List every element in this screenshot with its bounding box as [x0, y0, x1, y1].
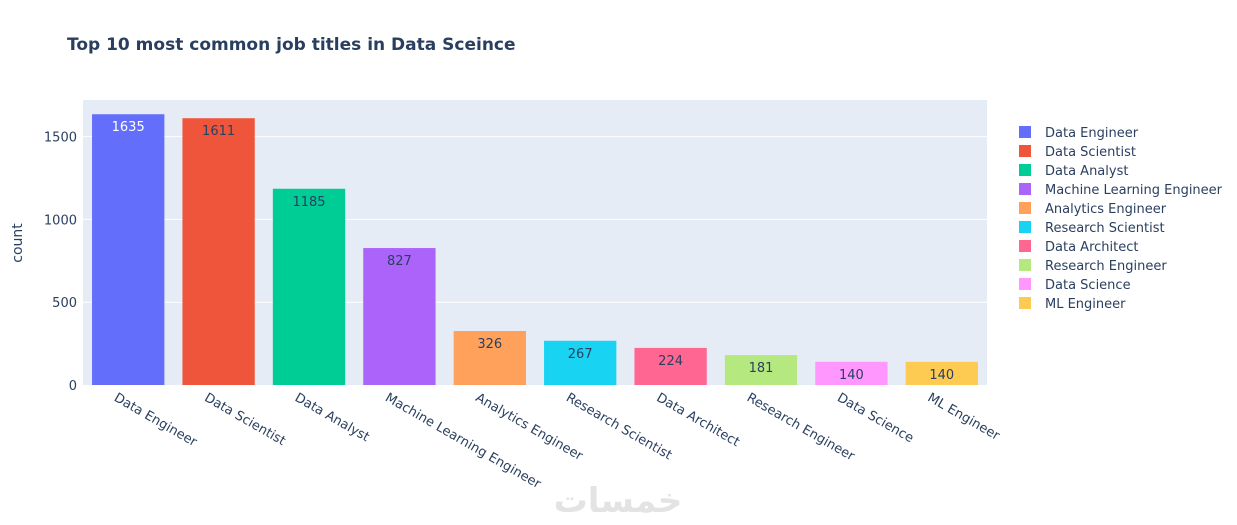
legend-item[interactable]: Machine Learning Engineer	[1019, 183, 1223, 198]
bar-value-label: 827	[387, 254, 412, 269]
legend-label: Machine Learning Engineer	[1045, 183, 1223, 198]
chart-title: Top 10 most common job titles in Data Sc…	[67, 35, 516, 55]
legend-label: Data Analyst	[1045, 164, 1128, 179]
bar-value-label: 1635	[112, 120, 145, 135]
watermark-logo: خمسات	[554, 481, 683, 521]
legend-item[interactable]: Data Scientist	[1019, 145, 1136, 160]
x-tick-label: Data Scientist	[202, 390, 288, 448]
legend-label: Data Science	[1045, 278, 1131, 293]
bar[interactable]	[92, 114, 165, 385]
y-tick-label: 0	[69, 379, 77, 394]
legend-label: Research Scientist	[1045, 221, 1165, 236]
bar[interactable]	[815, 361, 888, 385]
bar[interactable]	[453, 331, 526, 385]
bar[interactable]	[724, 355, 798, 385]
legend-swatch	[1019, 202, 1031, 214]
y-tick-label: 1000	[44, 213, 77, 228]
bar[interactable]	[905, 361, 978, 385]
legend-item[interactable]: Research Scientist	[1019, 221, 1165, 236]
legend-swatch	[1019, 126, 1031, 138]
legend[interactable]: Data Engineer Data Scientist Data Analyst M…	[1019, 126, 1223, 312]
bar[interactable]	[544, 340, 617, 385]
x-tick-label: Data Engineer	[111, 390, 200, 450]
bar-value-label: 267	[568, 347, 593, 362]
bar-value-label: 1611	[202, 124, 235, 139]
bar-value-label: 1185	[292, 195, 325, 210]
bar-value-label: 140	[929, 368, 954, 383]
legend-swatch	[1019, 183, 1031, 195]
y-tick-label: 1500	[44, 131, 77, 146]
bar-value-label: 140	[839, 368, 864, 383]
legend-item[interactable]: Data Analyst	[1019, 164, 1128, 179]
legend-label: Analytics Engineer	[1045, 202, 1167, 217]
bar[interactable]	[182, 118, 255, 385]
bars	[92, 114, 978, 385]
x-tick-label: Data Analyst	[292, 390, 372, 445]
legend-label: Research Engineer	[1045, 259, 1167, 274]
y-axis-ticks: 0 500 1000 1500	[44, 131, 77, 394]
legend-label: Data Scientist	[1045, 145, 1136, 160]
legend-label: ML Engineer	[1045, 297, 1126, 312]
legend-swatch	[1019, 145, 1031, 157]
x-tick-label: Data Science	[834, 390, 916, 446]
legend-item[interactable]: Data Architect	[1019, 240, 1138, 255]
legend-swatch	[1019, 297, 1031, 309]
legend-swatch	[1019, 221, 1031, 233]
bar-value-label: 326	[477, 337, 502, 352]
x-tick-label: ML Engineer	[925, 390, 1003, 444]
x-tick-label: Machine Learning Engineer	[382, 390, 543, 492]
legend-item[interactable]: Data Science	[1019, 278, 1131, 293]
legend-item[interactable]: ML Engineer	[1019, 297, 1126, 312]
bar[interactable]	[272, 188, 346, 385]
legend-label: Data Engineer	[1045, 126, 1139, 141]
bar-value-labels: 1635 1611 1185 827 326 267 224 181 140 140	[112, 120, 955, 383]
legend-item[interactable]: Data Engineer	[1019, 126, 1139, 141]
legend-swatch	[1019, 164, 1031, 176]
x-tick-label: Data Architect	[654, 390, 742, 450]
legend-item[interactable]: Analytics Engineer	[1019, 202, 1167, 217]
y-tick-label: 500	[52, 296, 77, 311]
legend-swatch	[1019, 240, 1031, 252]
legend-swatch	[1019, 259, 1031, 271]
legend-item[interactable]: Research Engineer	[1019, 259, 1167, 274]
y-axis-label: count	[10, 223, 26, 263]
bar-value-label: 224	[658, 354, 683, 369]
bar[interactable]	[363, 248, 436, 385]
legend-swatch	[1019, 278, 1031, 290]
bar[interactable]	[634, 347, 707, 385]
x-axis-ticks: Data Engineer Data Scientist Data Analyst M…	[111, 390, 1002, 492]
bar-value-label: 181	[749, 361, 774, 376]
legend-label: Data Architect	[1045, 240, 1138, 255]
